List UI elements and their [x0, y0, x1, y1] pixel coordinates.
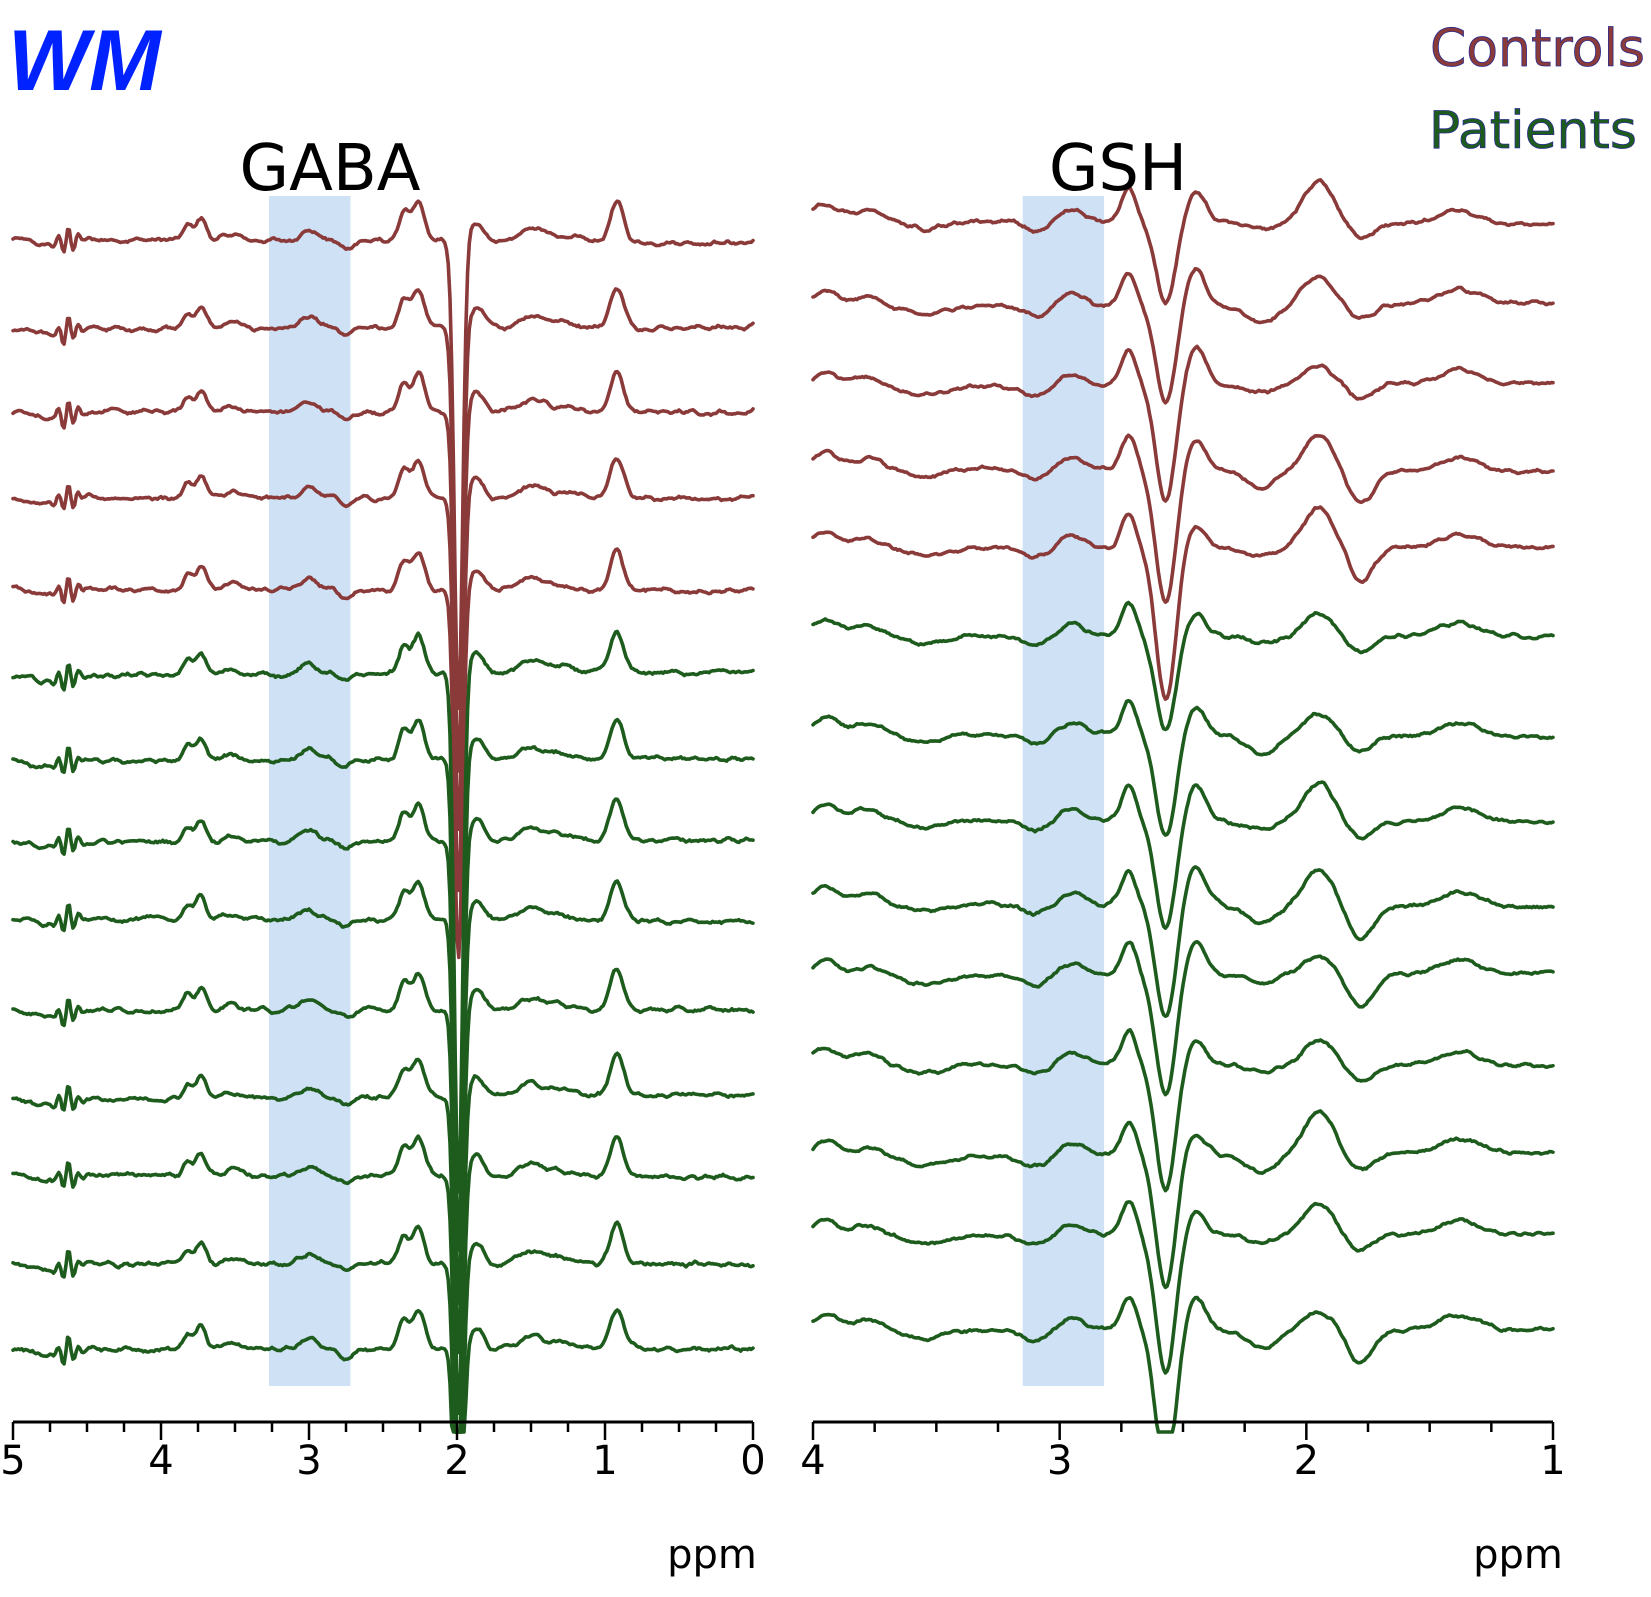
- gaba-highlight-band: [269, 196, 351, 1386]
- patient-spectrum-5: [11, 967, 755, 1415]
- x-tick-label: 2: [444, 1438, 469, 1484]
- x-tick-label: 2: [1294, 1438, 1319, 1484]
- x-tick-label: 4: [800, 1438, 825, 1484]
- gaba-xlabel: ppm: [667, 1532, 757, 1578]
- patient-spectrum-9: [811, 1295, 1555, 1434]
- control-spectrum-1: [811, 178, 1555, 306]
- x-tick-label: 4: [148, 1438, 173, 1484]
- control-spectrum-5: [811, 505, 1555, 701]
- panel-tag-wm: WM: [8, 13, 163, 109]
- control-spectrum-4: [811, 433, 1555, 604]
- patient-spectrum-1: [811, 600, 1555, 732]
- patient-spectrum-2: [811, 698, 1555, 837]
- x-tick-label: 3: [1047, 1438, 1072, 1484]
- gsh-spectra: [811, 178, 1555, 1434]
- patient-spectrum-5: [811, 940, 1555, 1097]
- patient-spectrum-6: [811, 1028, 1555, 1193]
- x-tick-label: 1: [592, 1438, 617, 1484]
- gaba-x-axis: 5 4 3 2 1 0: [0, 1420, 766, 1484]
- gsh-x-axis: 4 3 2 1: [800, 1420, 1566, 1484]
- patient-spectrum-7: [11, 1134, 755, 1434]
- x-tick-label: 0: [740, 1438, 765, 1484]
- patient-spectrum-1: [11, 629, 755, 1194]
- patient-spectrum-6: [11, 1051, 755, 1434]
- patient-spectrum-4: [11, 879, 755, 1355]
- patient-spectrum-9: [11, 1308, 755, 1434]
- control-spectrum-4: [11, 457, 755, 893]
- patient-spectrum-7: [811, 1109, 1555, 1290]
- patient-spectrum-2: [11, 717, 755, 1252]
- control-spectrum-5: [11, 547, 755, 960]
- gaba-title: GABA: [239, 132, 420, 206]
- legend-patients: Patients: [1429, 101, 1637, 161]
- patient-spectrum-3: [811, 780, 1555, 930]
- patient-spectrum-3: [11, 797, 755, 1306]
- control-spectrum-3: [811, 344, 1555, 503]
- x-tick-label: 5: [0, 1438, 25, 1484]
- legend-controls: Controls: [1430, 19, 1645, 79]
- patient-spectrum-8: [11, 1220, 755, 1434]
- control-spectrum-2: [811, 266, 1555, 405]
- gsh-xlabel: ppm: [1473, 1532, 1563, 1578]
- control-spectrum-2: [11, 287, 755, 773]
- gaba-spectra: [11, 199, 755, 1434]
- patient-spectrum-4: [811, 865, 1555, 1018]
- x-tick-label: 3: [296, 1438, 321, 1484]
- patient-spectrum-8: [811, 1200, 1555, 1375]
- gsh-title: GSH: [1049, 132, 1187, 206]
- x-tick-label: 1: [1540, 1438, 1565, 1484]
- control-spectrum-1: [11, 199, 755, 710]
- control-spectrum-3: [11, 369, 755, 831]
